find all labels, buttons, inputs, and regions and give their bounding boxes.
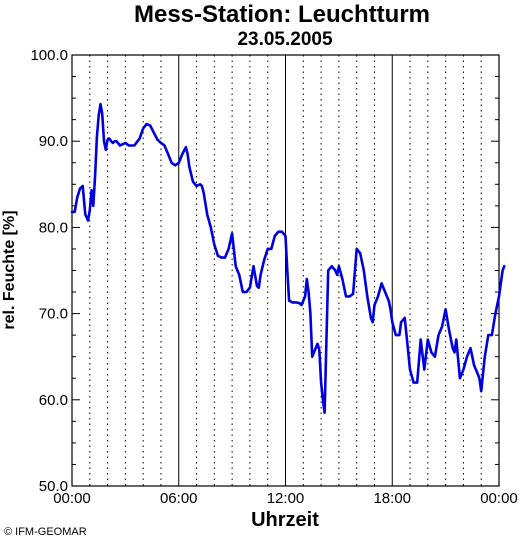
x-tick-label: 00:00: [53, 490, 91, 507]
grid-lines: [72, 54, 499, 487]
x-tick-label: 00:00: [480, 490, 518, 507]
y-tick-label: 100.0: [30, 47, 68, 64]
plot-area-frame: [71, 54, 500, 487]
y-tick-label: 90.0: [39, 133, 68, 150]
x-tick-label: 06:00: [160, 490, 198, 507]
x-axis-ticks: 00:00 06:00 12:00 18:00 00:00: [53, 490, 518, 507]
chart-subtitle: 23.05.2005: [237, 29, 333, 50]
y-tick-label: 80.0: [39, 219, 68, 236]
x-tick-label: 18:00: [373, 490, 411, 507]
y-tick-label: 50.0: [39, 478, 68, 495]
copyright-notice: © IFM-GEOMAR: [4, 526, 87, 538]
x-tick-label: 12:00: [267, 490, 305, 507]
y-tick-label: 60.0: [39, 392, 68, 409]
x-axis-label: Uhrzeit: [251, 509, 319, 531]
y-axis-ticks: 50.0 60.0 70.0 80.0 90.0 100.0: [30, 47, 68, 495]
chart-title: Mess-Station: Leuchtturm: [134, 1, 430, 28]
y-axis-label: rel. Feuchte [%]: [1, 210, 18, 329]
y-tick-label: 70.0: [39, 306, 68, 323]
humidity-series-line: [70, 102, 506, 415]
